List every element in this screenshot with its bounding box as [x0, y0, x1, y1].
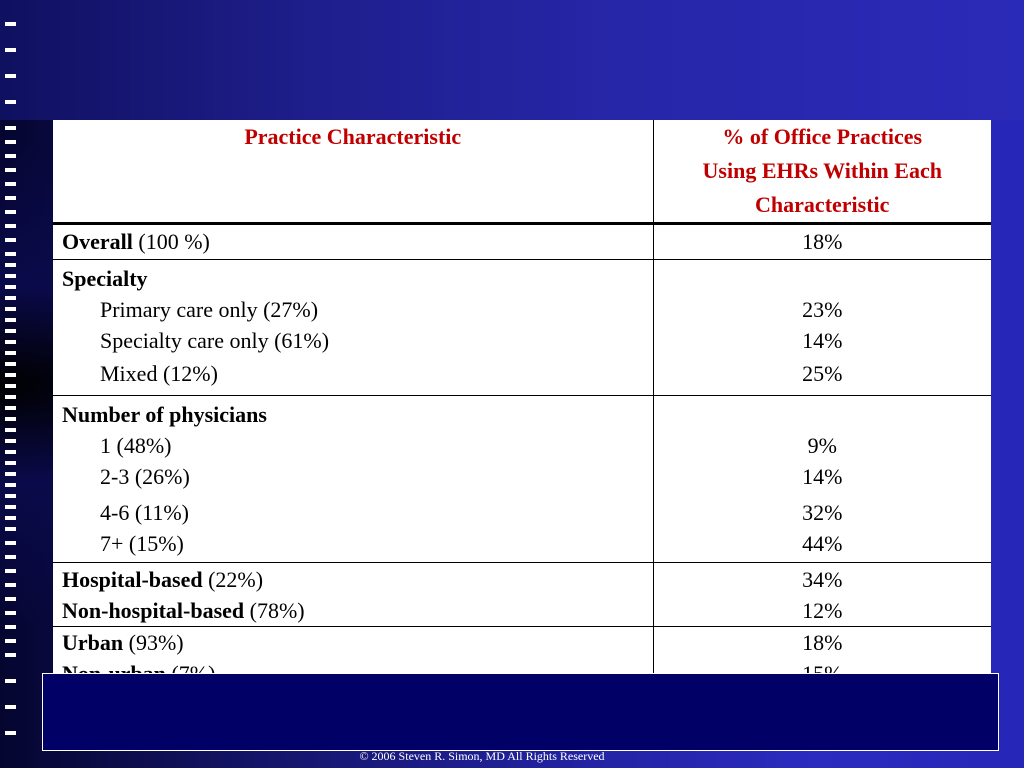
table-group-urban: Urban (93%) Non-urban (7%) 18% 15% [53, 626, 991, 674]
decorative-dash [5, 329, 16, 333]
table-group-hospital: Hospital-based (22%) Non-hospital-based … [53, 562, 991, 627]
decorative-dash [5, 395, 16, 399]
row-label: 1 (48%) [100, 433, 172, 458]
decorative-dash [5, 527, 16, 531]
row-label: Non-hospital-based (78%) [62, 598, 305, 623]
footer-box [42, 673, 999, 751]
table-row-overall: Overall (100 %) 18% [53, 223, 991, 260]
row-label: Overall (100 %) [62, 229, 210, 254]
table-header-row: Practice Characteristic % of Office Prac… [53, 120, 991, 224]
copyright-notice: © 2006 Steven R. Simon, MD All Rights Re… [359, 749, 605, 763]
row-label: Hospital-based (22%) [62, 567, 264, 592]
decorative-dash [5, 439, 16, 443]
decorative-dash [5, 494, 16, 498]
data-table: Practice Characteristic % of Office Prac… [53, 120, 991, 674]
row-value: 32% [802, 500, 843, 525]
decorative-dash [5, 307, 16, 311]
decorative-dash [5, 263, 16, 267]
row-value: 25% [802, 361, 843, 386]
decorative-dash [5, 679, 16, 683]
decorative-dash [5, 653, 16, 657]
group-label-specialty: Specialty [62, 266, 148, 291]
decorative-dash [5, 516, 16, 520]
row-value: 23% [802, 297, 843, 322]
decorative-dash [5, 224, 16, 228]
row-label: 4-6 (11%) [100, 500, 189, 525]
decorative-dash [5, 731, 16, 735]
decorative-dash [5, 154, 16, 158]
decorative-dash [5, 362, 16, 366]
decorative-dash [5, 569, 16, 573]
decorative-dash [5, 274, 16, 278]
row-label: Urban (93%) [62, 630, 184, 655]
table-group-specialty: Specialty Primary care only (27%) Specia… [53, 259, 991, 396]
decorative-dash [5, 74, 16, 78]
decorative-dash [5, 639, 16, 643]
row-value: 9% [807, 433, 837, 458]
decorative-dash [5, 168, 16, 172]
decorative-dash [5, 583, 16, 587]
decorative-dash [5, 351, 16, 355]
row-value: 44% [802, 531, 843, 556]
row-value: 15% [802, 661, 843, 674]
decorative-dash [5, 417, 16, 421]
decorative-dash [5, 126, 16, 130]
decorative-dash [5, 140, 16, 144]
row-label: 2-3 (26%) [100, 464, 190, 489]
decorative-dash [5, 238, 16, 242]
slide-top-band [0, 0, 1024, 120]
row-label: 7+ (15%) [100, 531, 184, 556]
decorative-dash [5, 100, 16, 104]
decorative-dash [5, 318, 16, 322]
row-value: 14% [802, 464, 843, 489]
decorative-dash [5, 450, 16, 454]
group-label-physicians: Number of physicians [62, 402, 267, 427]
decorative-dash [5, 285, 16, 289]
decorative-dash [5, 428, 16, 432]
decorative-dash [5, 340, 16, 344]
decorative-dash [5, 483, 16, 487]
row-value: 12% [802, 598, 843, 623]
decorative-dash [5, 611, 16, 615]
header-percent-using-ehrs: % of Office Practices Using EHRs Within … [702, 124, 942, 217]
row-value: 14% [802, 328, 843, 353]
row-value: 18% [802, 229, 843, 254]
decorative-dash [5, 505, 16, 509]
decorative-dash [5, 296, 16, 300]
ehr-adoption-table: Practice Characteristic % of Office Prac… [53, 120, 991, 674]
decorative-dash [5, 210, 16, 214]
decorative-dash [5, 461, 16, 465]
row-value: 34% [802, 567, 843, 592]
decorative-dash [5, 597, 16, 601]
decorative-dash [5, 48, 16, 52]
decorative-dash [5, 406, 16, 410]
table-group-physicians: Number of physicians 1 (48%) 2-3 (26%) 4… [53, 395, 991, 563]
decorative-dash-column [5, 0, 17, 768]
row-value: 18% [802, 630, 843, 655]
decorative-dash [5, 384, 16, 388]
decorative-dash [5, 182, 16, 186]
row-label: Mixed (12%) [100, 361, 218, 386]
decorative-dash [5, 705, 16, 709]
decorative-dash [5, 373, 16, 377]
row-label: Primary care only (27%) [100, 297, 319, 322]
decorative-dash [5, 625, 16, 629]
decorative-dash [5, 196, 16, 200]
row-label: Specialty care only (61%) [100, 328, 330, 353]
decorative-dash [5, 472, 16, 476]
decorative-dash [5, 541, 16, 545]
decorative-dash [5, 555, 16, 559]
decorative-dash [5, 22, 16, 26]
decorative-dash [5, 252, 16, 256]
row-label: Non-urban (7%) [62, 661, 216, 674]
header-practice-characteristic: Practice Characteristic [53, 120, 654, 224]
